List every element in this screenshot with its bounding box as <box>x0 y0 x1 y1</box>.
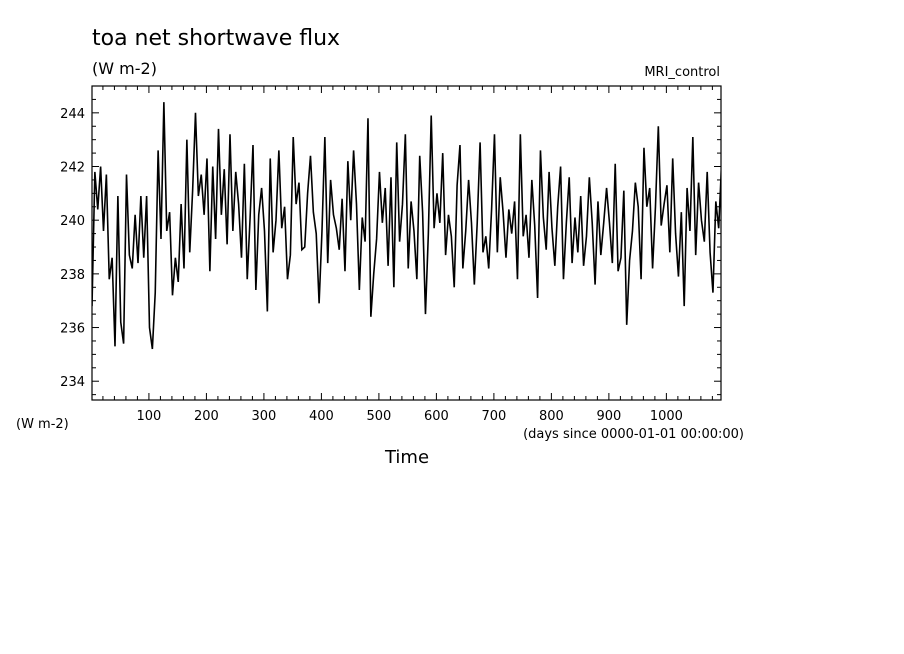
y-axis-units: (W m-2) <box>16 417 69 432</box>
x-axis: 100 200 300 400 500 600 700 800 900 1000 <box>102 86 713 424</box>
y-tick-label: 240 <box>60 214 85 229</box>
x-tick-label: 500 <box>366 409 391 424</box>
x-axis-label: Time <box>384 447 429 468</box>
x-tick-label: 200 <box>194 409 219 424</box>
chart-units: (W m-2) <box>92 59 157 78</box>
x-tick-label: 1000 <box>650 409 683 424</box>
y-axis: 234 236 238 240 242 244 <box>60 85 721 396</box>
y-tick-label: 244 <box>60 107 85 122</box>
plot-frame <box>91 85 722 401</box>
x-tick-label: 800 <box>539 409 564 424</box>
series-line <box>92 102 721 350</box>
y-tick-label: 236 <box>60 322 85 337</box>
run-label: MRI_control <box>644 65 720 80</box>
x-tick-label: 300 <box>251 409 276 424</box>
y-tick-label: 242 <box>60 161 85 176</box>
x-tick-label: 700 <box>481 409 506 424</box>
chart-title: toa net shortwave flux <box>92 26 340 51</box>
y-tick-label: 234 <box>60 375 85 390</box>
x-tick-label: 400 <box>309 409 334 424</box>
y-tick-label: 238 <box>60 268 85 283</box>
x-tick-label: 600 <box>424 409 449 424</box>
x-tick-label: 100 <box>137 409 162 424</box>
x-axis-units: (days since 0000-01-01 00:00:00) <box>523 427 744 442</box>
x-tick-label: 900 <box>596 409 621 424</box>
